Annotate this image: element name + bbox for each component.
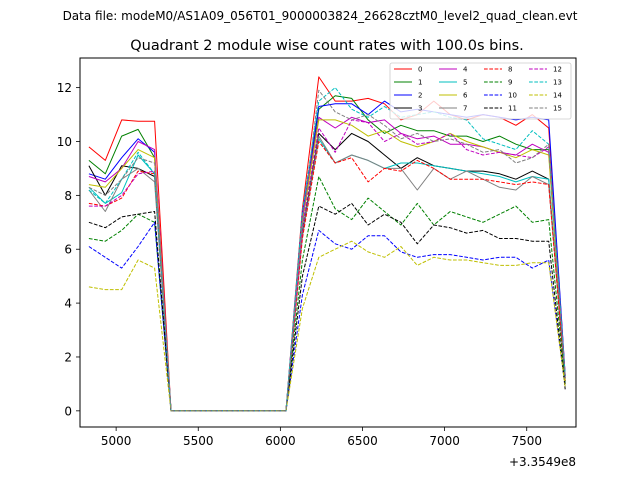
series-line-12 <box>88 119 566 412</box>
y-tick-label: 8 <box>64 189 72 203</box>
x-axis-offset-label: +3.3549e8 <box>509 455 576 469</box>
x-tick-label: 7000 <box>429 434 460 448</box>
chart-suptitle: Data file: modeM0/AS1A09_056T01_90000038… <box>63 9 578 23</box>
series-line-14 <box>88 240 566 412</box>
series-line-10 <box>88 221 566 412</box>
legend-label-9: 9 <box>508 79 512 87</box>
y-axis-ticks: 0 2 4 6 8 10 12 <box>57 81 80 418</box>
legend-label-11: 11 <box>508 105 517 113</box>
plot-frame <box>79 57 577 428</box>
x-tick-label: 7500 <box>511 434 542 448</box>
legend-label-0: 0 <box>418 66 422 74</box>
legend-label-1: 1 <box>418 79 422 87</box>
legend-label-14: 14 <box>553 92 562 100</box>
legend-label-12: 12 <box>553 66 562 74</box>
y-tick-label: 0 <box>64 404 72 418</box>
axes <box>79 57 577 428</box>
y-tick-label: 6 <box>64 243 72 257</box>
legend-label-3: 3 <box>418 105 422 113</box>
legend-label-7: 7 <box>463 105 467 113</box>
y-tick-label: 12 <box>57 81 72 95</box>
x-tick-label: 5500 <box>183 434 214 448</box>
legend-label-5: 5 <box>463 79 467 87</box>
legend-label-2: 2 <box>418 92 422 100</box>
plot-lines <box>88 76 566 412</box>
x-axis-ticks: 5000 5500 6000 6500 7000 7500 <box>101 427 542 448</box>
legend-label-4: 4 <box>463 66 468 74</box>
x-tick-label: 5000 <box>101 434 132 448</box>
series-line-15 <box>88 89 566 412</box>
legend-frame <box>389 62 572 120</box>
y-tick-label: 4 <box>64 297 72 311</box>
legend-label-10: 10 <box>508 92 517 100</box>
legend-label-15: 15 <box>553 105 562 113</box>
chart-title: Quadrant 2 module wise count rates with … <box>130 38 524 54</box>
legend-label-8: 8 <box>508 66 512 74</box>
y-tick-label: 2 <box>64 350 72 364</box>
x-tick-label: 6000 <box>265 434 296 448</box>
x-tick-label: 6500 <box>347 434 378 448</box>
legend-label-6: 6 <box>463 92 468 100</box>
legend-label-13: 13 <box>553 79 562 87</box>
y-tick-label: 10 <box>57 135 72 149</box>
